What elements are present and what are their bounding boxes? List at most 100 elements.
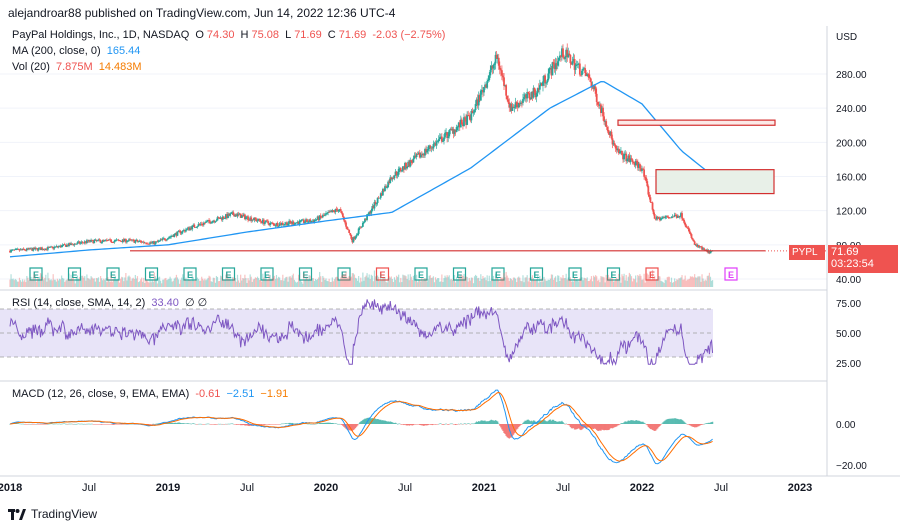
earnings-marker[interactable]: E bbox=[260, 267, 274, 281]
candle-body bbox=[226, 214, 228, 218]
candle-body bbox=[167, 238, 169, 240]
macd-hist-bar bbox=[562, 422, 564, 424]
volume-bar bbox=[598, 279, 600, 287]
volume-bar bbox=[254, 277, 257, 287]
candle-body bbox=[234, 214, 237, 217]
macd-hist-bar bbox=[289, 422, 291, 424]
candle-body bbox=[337, 209, 340, 212]
macd-hist-bar bbox=[360, 421, 362, 424]
price-legend[interactable]: PayPal Holdings, Inc., 1D, NASDAQ O 74.30… bbox=[12, 29, 448, 41]
macd-hist-bar bbox=[368, 417, 370, 424]
macd-hist-bar bbox=[402, 424, 404, 425]
earnings-letter: E bbox=[264, 270, 270, 280]
macd-hist-bar bbox=[492, 420, 495, 424]
volume-bar bbox=[454, 282, 457, 287]
volume-bar bbox=[491, 279, 494, 287]
candle-body bbox=[614, 145, 617, 149]
candle-body bbox=[266, 220, 268, 222]
macd-hist-bar bbox=[592, 424, 595, 430]
rsi-legend[interactable]: RSI (14, close, SMA, 14, 2) 33.40 ∅ ∅ bbox=[12, 296, 210, 309]
macd-hist-bar bbox=[559, 421, 561, 424]
earnings-marker[interactable]: E bbox=[221, 267, 236, 281]
volume-bar bbox=[306, 276, 308, 287]
earnings-marker[interactable]: E bbox=[568, 267, 582, 281]
earnings-marker[interactable]: E bbox=[106, 267, 120, 281]
earnings-marker[interactable]: E bbox=[606, 267, 621, 281]
macd-pane[interactable] bbox=[0, 380, 827, 465]
rsi-pane[interactable] bbox=[0, 289, 827, 367]
earnings-marker[interactable]: E bbox=[724, 267, 738, 281]
earnings-marker[interactable]: E bbox=[298, 267, 313, 281]
date-axis[interactable]: 2018 Jul 2019 Jul 2020 Jul 2021 Jul 2022 Jul 2023 bbox=[0, 475, 900, 494]
earnings-marker[interactable]: E bbox=[375, 267, 390, 281]
volume-bar bbox=[349, 277, 351, 287]
macd-hist-bar bbox=[622, 423, 624, 424]
earnings-marker[interactable]: E bbox=[144, 267, 159, 281]
volume-bar bbox=[505, 271, 507, 287]
macd-hist-bar bbox=[646, 424, 648, 426]
macd-hist-bar bbox=[131, 423, 133, 425]
volume-bar bbox=[624, 280, 626, 287]
candle-body bbox=[488, 75, 491, 80]
candle-body bbox=[155, 241, 158, 243]
macd-hist-bar bbox=[364, 418, 366, 424]
earnings-marker[interactable]: E bbox=[337, 267, 351, 281]
ma-legend[interactable]: MA (200, close, 0) 165.44 bbox=[12, 45, 143, 57]
candle-body bbox=[372, 206, 375, 209]
earnings-marker[interactable]: E bbox=[183, 267, 197, 281]
volume-bar bbox=[677, 279, 679, 287]
macd-hist-bar bbox=[421, 424, 423, 426]
candle-body bbox=[424, 149, 426, 156]
macd-hist-bar bbox=[109, 424, 111, 425]
macd-hist-bar bbox=[31, 424, 33, 425]
macd-hist-bar bbox=[155, 423, 158, 425]
candle-body bbox=[438, 137, 441, 140]
macd-hist-bar bbox=[470, 423, 473, 425]
macd-hist-bar bbox=[638, 420, 640, 424]
candle-body bbox=[437, 139, 440, 142]
volume-bar bbox=[62, 277, 64, 287]
earnings-marker[interactable]: E bbox=[529, 267, 544, 281]
macd-hist-bar bbox=[537, 421, 539, 424]
volume-bar bbox=[323, 277, 325, 287]
candle-body bbox=[47, 247, 49, 250]
volume-bar bbox=[174, 277, 176, 287]
macd-hist-bar bbox=[242, 424, 244, 426]
candle-body bbox=[582, 68, 584, 71]
macd-hist-bar bbox=[335, 423, 338, 425]
volume-bar bbox=[499, 281, 501, 287]
earnings-marker[interactable]: E bbox=[414, 267, 428, 281]
macd-hist-bar bbox=[649, 424, 652, 430]
candle-body bbox=[683, 220, 686, 223]
candle-body bbox=[169, 236, 172, 238]
volume-bar bbox=[432, 276, 435, 287]
macd-legend[interactable]: MACD (12, 26, close, 9, EMA, EMA) -0.61 … bbox=[12, 388, 291, 400]
volume-bar bbox=[663, 283, 665, 287]
candle-body bbox=[692, 239, 695, 242]
ma-label: MA (200, close, 0) bbox=[12, 45, 101, 57]
macd-hist-bar bbox=[125, 424, 127, 425]
macd-hist-bar bbox=[27, 424, 29, 425]
candle-body bbox=[526, 91, 529, 99]
candle-body bbox=[525, 94, 528, 99]
earnings-marker[interactable]: E bbox=[452, 267, 467, 281]
earnings-marker[interactable]: E bbox=[491, 267, 505, 281]
earnings-marker[interactable]: E bbox=[645, 267, 659, 281]
macd-hist-bar bbox=[270, 424, 272, 425]
macd-hist-bar bbox=[116, 424, 119, 425]
volume-bar bbox=[384, 277, 386, 287]
volume-bar bbox=[548, 280, 550, 287]
volume-bar bbox=[497, 277, 499, 287]
volume-bar bbox=[75, 277, 77, 287]
earnings-marker[interactable]: E bbox=[29, 267, 43, 281]
earnings-marker[interactable]: E bbox=[67, 267, 82, 281]
volume-bar bbox=[411, 279, 413, 287]
candle-body bbox=[409, 160, 412, 167]
candle-body bbox=[313, 220, 316, 223]
vol-legend[interactable]: Vol (20) 7.875M 14.483M bbox=[12, 61, 145, 73]
volume-bar bbox=[490, 279, 492, 287]
tradingview-logo[interactable]: TradingView bbox=[8, 507, 97, 521]
candle-body bbox=[516, 104, 519, 108]
